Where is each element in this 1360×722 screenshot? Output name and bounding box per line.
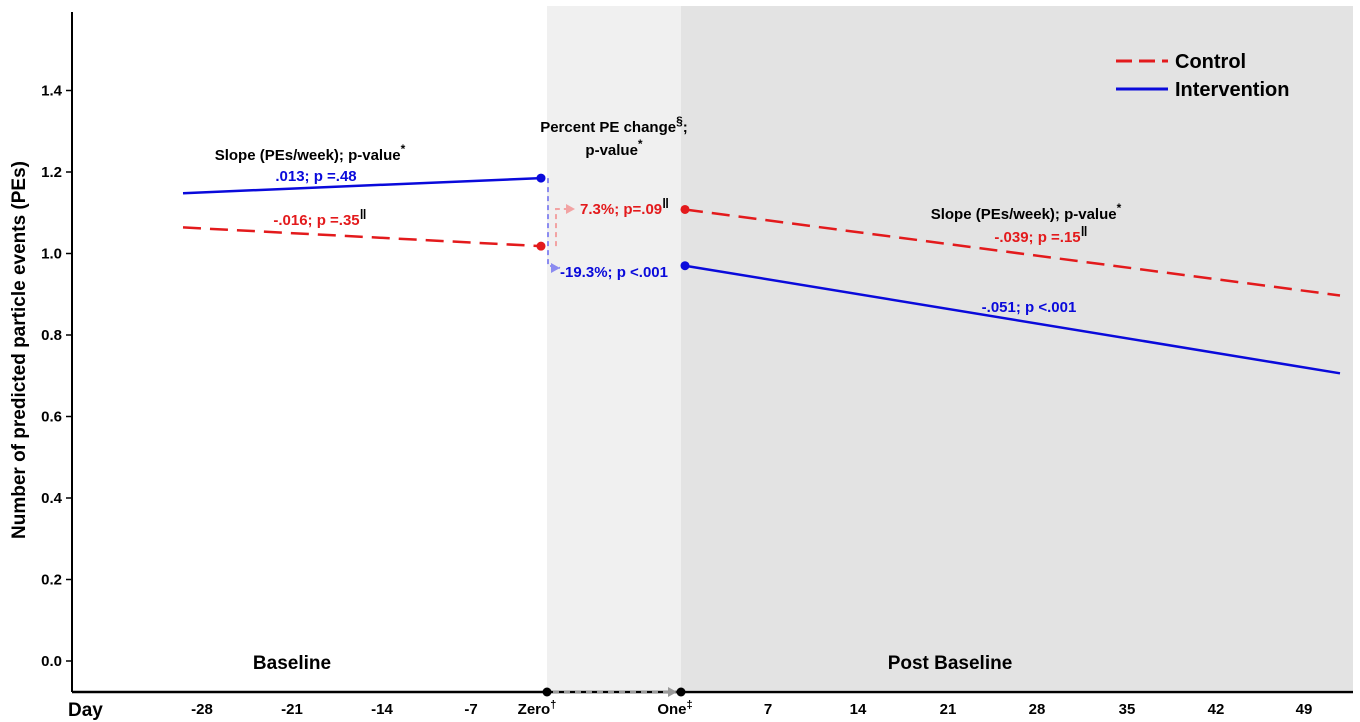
y-axis-title: Number of predicted particle events (PEs…	[9, 161, 30, 539]
control-post-start-point	[680, 204, 690, 214]
x-tick-label: 42	[1208, 701, 1225, 718]
legend-intervention-label: Intervention	[1175, 79, 1289, 101]
x-tick-label: -21	[281, 701, 303, 718]
intervention-post-line	[684, 264, 1341, 375]
change-intervention-label: -19.3%; p <.001	[560, 264, 668, 281]
baseline-control-label: -.016; p =.35‖	[273, 206, 366, 229]
post-baseline-region	[681, 6, 1353, 690]
y-tick-label: 0.4	[41, 490, 63, 507]
legend: Control Intervention	[1116, 51, 1289, 101]
x-tick-label: 35	[1119, 701, 1136, 718]
control-baseline-line	[182, 226, 542, 248]
control-change-arrowhead	[566, 204, 575, 214]
change-header-line1: Percent PE change§;	[540, 114, 688, 136]
transition-region	[547, 6, 681, 690]
y-tick-label: 1.2	[41, 164, 62, 181]
post-slope-header: Slope (PEs/week); p-value*	[931, 201, 1122, 223]
x-tick-label: 49	[1296, 701, 1313, 718]
intervention-post-start-point	[680, 261, 690, 271]
x-tick-label: 28	[1029, 701, 1046, 718]
change-header-line2: p-value*	[585, 137, 643, 159]
intervention-baseline-end-point	[536, 173, 546, 183]
baseline-slope-header: Slope (PEs/week); p-value*	[215, 142, 406, 164]
y-tick-label: 1.0	[41, 246, 62, 263]
x-tick-label: 14	[850, 701, 867, 718]
x-tick-label: -14	[371, 701, 393, 718]
y-tick-label: 0.6	[41, 409, 62, 426]
y-tick-label: 0.2	[41, 572, 62, 589]
intervention-baseline-line	[182, 176, 542, 195]
x-tick-label: -28	[191, 701, 213, 718]
one-marker	[676, 687, 686, 697]
x-ticks: -28 -21 -14 -7 7 14 21 28 35 42 49	[191, 701, 1312, 718]
post-baseline-region-label: Post Baseline	[888, 653, 1013, 674]
control-baseline-end-point	[536, 241, 546, 251]
post-intervention-label: -.051; p <.001	[982, 299, 1077, 316]
x-tick-label: 21	[940, 701, 957, 718]
x-tick-label: -7	[464, 701, 477, 718]
x-tick-zero: Zero†	[518, 699, 557, 718]
x-tick-one: One‡	[657, 699, 692, 718]
intervention-change-arrowhead	[551, 263, 560, 273]
post-control-label: -.039; p =.15‖	[994, 223, 1087, 246]
change-control-label: 7.3%; p=.09‖	[580, 195, 669, 218]
zero-to-one-arrowhead	[668, 687, 677, 697]
x-tick-label: 7	[764, 701, 772, 718]
legend-control-label: Control	[1175, 51, 1246, 73]
y-tick-label: 0.8	[41, 327, 62, 344]
baseline-region-label: Baseline	[253, 653, 331, 674]
control-change-arrow	[555, 208, 566, 247]
intervention-change-arrow	[547, 178, 561, 269]
baseline-intervention-label: .013; p =.48	[275, 168, 356, 185]
y-tick-label: 0.0	[41, 653, 62, 670]
y-ticks: 0.0 0.2 0.4 0.6 0.8 1.0 1.2 1.4	[41, 83, 72, 670]
zero-marker	[542, 687, 552, 697]
x-axis-prefix-label: Day	[68, 700, 103, 721]
control-post-line	[684, 208, 1341, 297]
y-tick-label: 1.4	[41, 83, 63, 100]
